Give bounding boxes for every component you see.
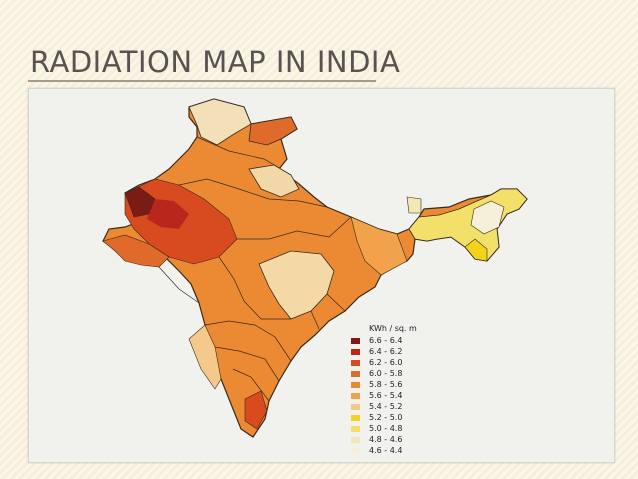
legend-swatch <box>351 447 360 454</box>
legend-label: 5.0 - 4.8 <box>369 424 403 433</box>
legend-entry: 6.2 - 6.0 <box>349 357 459 368</box>
region-rajasthan-midred <box>147 199 189 229</box>
legend-label: 5.2 - 5.0 <box>369 413 403 422</box>
legend-swatch <box>351 425 360 432</box>
legend-entry: 5.8 - 5.6 <box>349 379 459 390</box>
state-boundaries <box>158 136 352 402</box>
legend-swatch <box>351 381 360 388</box>
legend-entry: 4.8 - 4.6 <box>349 434 459 445</box>
legend-entry: 4.6 - 4.4 <box>349 445 459 456</box>
legend-label: 5.8 - 5.6 <box>369 380 403 389</box>
legend-label: 6.4 - 6.2 <box>369 347 403 356</box>
legend-entry: 5.0 - 4.8 <box>349 423 459 434</box>
region-south-east-red <box>244 390 268 430</box>
region-sikkim <box>406 196 422 214</box>
region-central-pale <box>258 250 335 320</box>
region-kashmir <box>188 98 252 146</box>
legend-entry: 5.4 - 5.2 <box>349 401 459 412</box>
region-ladakh <box>248 116 298 146</box>
legend-title: KWh / sq. m <box>369 324 417 333</box>
legend-label: 4.6 - 4.4 <box>369 446 403 455</box>
legend-label: 6.0 - 5.8 <box>369 369 403 378</box>
map-legend: KWh / sq. m 6.6 - 6.4 6.4 - 6.2 6.2 - 6.0 6… <box>349 323 459 456</box>
map-panel: KWh / sq. m 6.6 - 6.4 6.4 - 6.2 6.2 - 6.0 6… <box>28 88 615 463</box>
legend-label: 5.6 - 5.4 <box>369 391 403 400</box>
region-northeast-yellow <box>464 238 488 262</box>
legend-entry: 6.0 - 5.8 <box>349 368 459 379</box>
title-underline <box>28 80 376 82</box>
legend-swatch <box>351 359 360 366</box>
legend-swatch <box>351 348 360 355</box>
legend-swatch <box>351 370 360 377</box>
slide-title: RADIATION MAP IN INDIA <box>30 45 401 79</box>
region-northeast-pale <box>470 200 505 235</box>
region-east-band <box>350 216 408 276</box>
legend-label: 5.4 - 5.2 <box>369 402 403 411</box>
legend-label: 6.2 - 6.0 <box>369 358 403 367</box>
india-radiation-map <box>102 98 528 438</box>
legend-swatch <box>351 403 360 410</box>
legend-entry: 6.4 - 6.2 <box>349 346 459 357</box>
legend-entry: 5.6 - 5.4 <box>349 390 459 401</box>
legend-rows: 6.6 - 6.4 6.4 - 6.2 6.2 - 6.0 6.0 - 5.8 5.8 … <box>349 335 459 456</box>
legend-swatch <box>351 414 360 421</box>
legend-swatch <box>351 392 360 399</box>
legend-entry: 5.2 - 5.0 <box>349 412 459 423</box>
legend-label: 6.6 - 6.4 <box>369 336 403 345</box>
legend-swatch <box>351 337 360 344</box>
legend-swatch <box>351 436 360 443</box>
legend-entry: 6.6 - 6.4 <box>349 335 459 346</box>
legend-label: 4.8 - 4.6 <box>369 435 403 444</box>
